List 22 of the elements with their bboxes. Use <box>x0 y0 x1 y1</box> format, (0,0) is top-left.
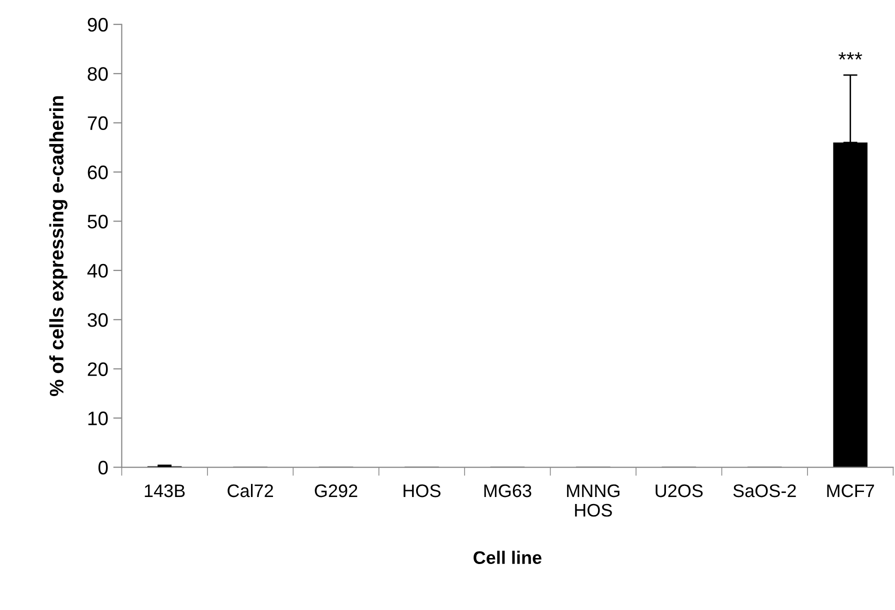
y-tick-label: 10 <box>88 412 108 426</box>
x-tick-label: 143B <box>144 484 185 498</box>
y-tick-label: 80 <box>88 67 108 81</box>
y-tick-label: 0 <box>98 460 108 474</box>
y-tick-label: 50 <box>88 214 108 228</box>
x-tick-label: SaOS-2 <box>733 484 796 498</box>
x-tick-label: MG63 <box>484 484 532 498</box>
x-tick-label: MCF7 <box>827 484 874 498</box>
y-axis-title: % of cells expressing e-cadherin <box>49 96 68 396</box>
x-axis-title: Cell line <box>474 550 542 564</box>
y-tick-label: 20 <box>88 362 108 376</box>
y-tick-label: 60 <box>88 165 108 180</box>
x-tick-label: Cal72 <box>228 484 273 498</box>
annotation: *** <box>838 52 862 60</box>
x-tick-label: U2OS <box>656 484 703 498</box>
x-tick-label: HOS <box>404 484 440 498</box>
x-tick-label: MNNG HOS <box>567 484 620 517</box>
y-tick-label: 90 <box>88 18 108 32</box>
y-tick-label: 40 <box>87 264 108 278</box>
y-tick-label: 70 <box>88 116 108 130</box>
x-tick-label: G292 <box>314 484 358 498</box>
y-tick-label: 30 <box>88 313 108 327</box>
